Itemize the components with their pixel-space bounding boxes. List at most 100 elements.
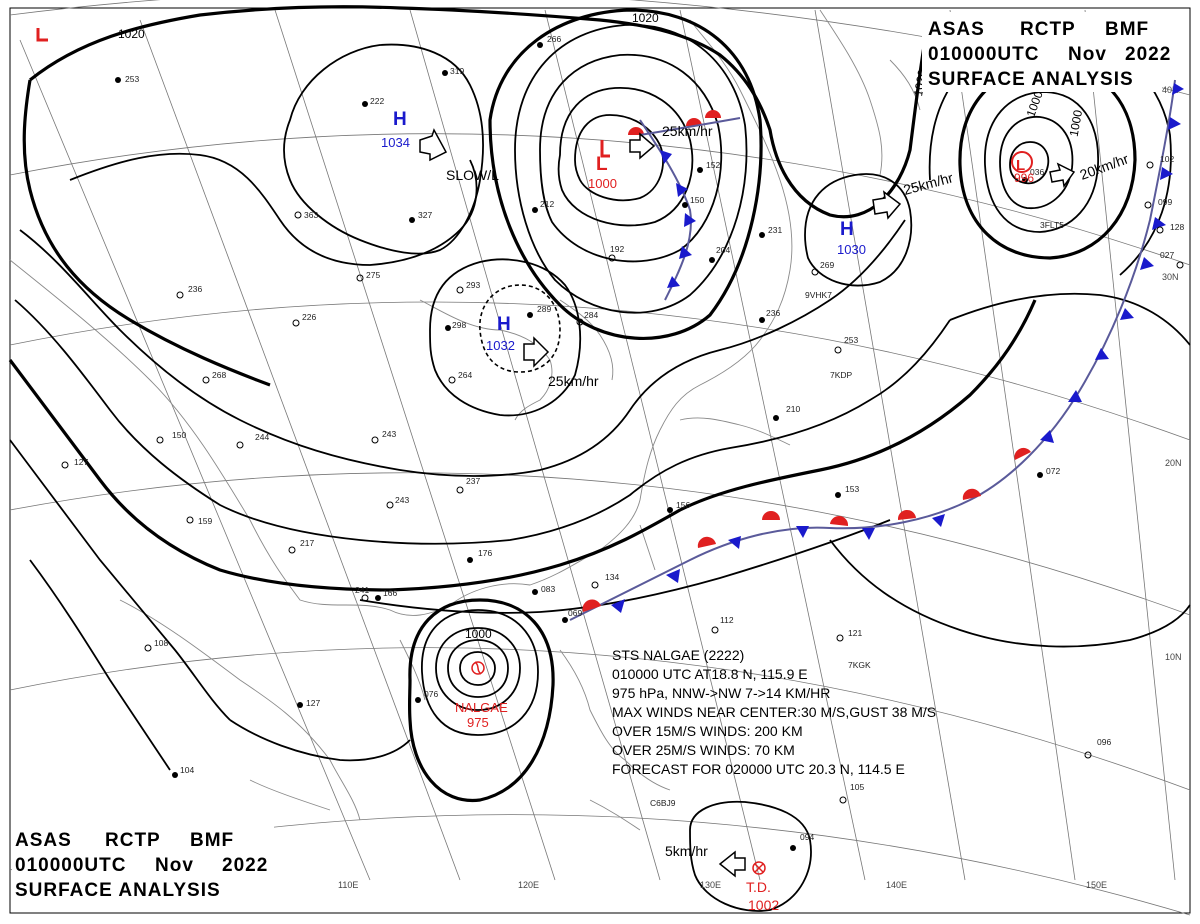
info-line: STS NALGAE (2222) — [612, 647, 744, 663]
typhoon-icon — [471, 661, 485, 675]
td-marker-icon — [752, 861, 766, 875]
motion-arrow-icon — [523, 336, 550, 368]
station-marker — [442, 70, 448, 76]
station-pressure: 121 — [848, 628, 862, 638]
typhoon-nalgae: NALGAE 975 — [455, 661, 508, 730]
station-marker — [532, 589, 538, 595]
header-agency: RCTP — [105, 830, 161, 851]
station-marker — [834, 346, 842, 354]
station-pressure: 099 — [1158, 197, 1172, 207]
high-pressure-value: 1034 — [381, 135, 410, 150]
station-pressure: 243 — [395, 495, 409, 505]
station-marker — [371, 436, 379, 444]
latitude-lines — [9, 0, 1191, 916]
station-pressure: 104 — [180, 765, 194, 775]
info-line: MAX WINDS NEAR CENTER:30 M/S,GUST 38 M/S — [612, 704, 936, 720]
typhoon-pressure: 975 — [467, 715, 489, 730]
station-pressure: 112 — [720, 615, 734, 625]
header-agency: RCTP — [1020, 19, 1076, 40]
lon-label: 110E — [338, 880, 358, 890]
station-pressure: 266 — [547, 34, 561, 44]
station-marker — [836, 634, 844, 642]
header-product: SURFACE ANALYSIS — [928, 69, 1134, 90]
station-marker — [537, 42, 543, 48]
station-marker — [115, 77, 121, 83]
station-marker — [682, 202, 688, 208]
station-marker — [386, 501, 394, 509]
station-marker — [361, 594, 369, 602]
motion-arrow-icon — [872, 190, 902, 220]
station-pressure: 102 — [1160, 154, 1174, 164]
high-symbol: H — [393, 109, 407, 130]
station-marker — [527, 312, 533, 318]
motion-arrow-icon — [629, 132, 656, 160]
lon-label: 130E — [700, 880, 721, 890]
station-pressure: 105 — [850, 782, 864, 792]
station-pressure: 150 — [172, 430, 186, 440]
station-marker — [362, 101, 368, 107]
station-pressure: 153 — [845, 484, 859, 494]
motion-label: 25km/hr — [902, 169, 955, 198]
station-pressure: 275 — [366, 270, 380, 280]
lat-label: 30N — [1162, 272, 1179, 282]
station-pressure: 159 — [198, 516, 212, 526]
info-line: 010000 UTC AT18.8 N, 115.9 E — [612, 666, 808, 682]
station-marker — [292, 319, 300, 327]
isobars — [8, 5, 1191, 912]
station-id: 9VHK7 — [805, 290, 832, 300]
header-agency: BMF — [190, 830, 234, 851]
station-marker — [1176, 261, 1184, 269]
lon-label: 150E — [1086, 880, 1107, 890]
header-year: 2022 — [1125, 44, 1171, 65]
station-pressure: 127 — [306, 698, 320, 708]
station-pressure: 069 — [568, 608, 582, 618]
lat-label: 10N — [1165, 652, 1182, 662]
td-cross-icon — [754, 863, 764, 873]
station-pressure: 327 — [418, 210, 432, 220]
motion-label: 5km/hr — [665, 843, 708, 859]
header-product: SURFACE ANALYSIS — [15, 880, 221, 901]
cold-front-north — [628, 110, 741, 301]
isobar-label: 1000 — [465, 627, 492, 641]
isobar-label: 1020 — [118, 27, 145, 41]
station-marker — [759, 317, 765, 323]
station-pressure: 217 — [300, 538, 314, 548]
station-pressure: 027 — [1160, 250, 1174, 260]
station-pressure: 298 — [452, 320, 466, 330]
station-pressure: 210 — [786, 404, 800, 414]
isobar-label: 1020 — [632, 11, 659, 25]
station-pressure: 237 — [466, 476, 480, 486]
station-marker — [1144, 201, 1152, 209]
header-time: 010000UTC — [928, 44, 1039, 65]
info-line: 975 hPa, NNW->NW 7->14 KM/HR — [612, 685, 830, 701]
lat-label: 20N — [1165, 458, 1182, 468]
header-bg-bottom — [12, 824, 274, 908]
station-marker — [186, 516, 194, 524]
station-pressure: 243 — [382, 429, 396, 439]
station-pressure: 036 — [1030, 167, 1044, 177]
station-pressure: 150 — [690, 195, 704, 205]
low-marker-icon — [600, 140, 610, 158]
station-pressure: 192 — [610, 244, 624, 254]
station-pressure: 293 — [466, 280, 480, 290]
station-marker — [456, 486, 464, 494]
station-marker — [61, 461, 69, 469]
high-pressure-value: 1030 — [837, 242, 866, 257]
station-marker — [294, 211, 302, 219]
coastlines — [9, 9, 921, 831]
station-id: C6BJ9 — [650, 798, 676, 808]
low-center-north: L 1000 25km/hr — [588, 123, 713, 191]
station-pressure: 231 — [768, 225, 782, 235]
station-marker — [375, 595, 381, 601]
station-pressure: 176 — [478, 548, 492, 558]
low-corner-icon — [36, 28, 48, 42]
header-month: Nov — [155, 855, 194, 876]
high-symbol: H — [840, 219, 854, 240]
low-marker-icon — [1011, 151, 1033, 173]
typhoon-name: NALGAE — [455, 700, 508, 715]
station-marker — [448, 376, 456, 384]
station-id: 7KGK — [848, 660, 871, 670]
tropical-depression: T.D. 1002 5km/hr — [665, 843, 779, 913]
station-marker — [532, 207, 538, 213]
